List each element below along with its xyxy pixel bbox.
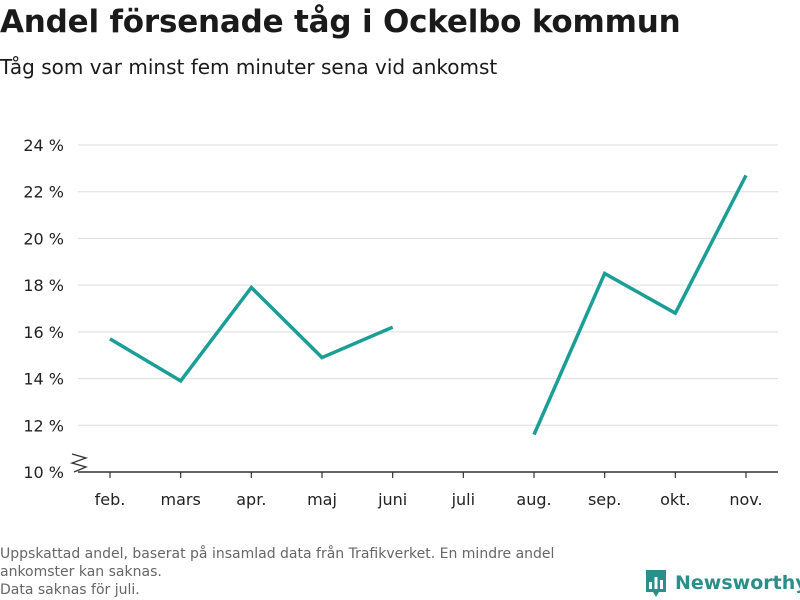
y-tick-label: 12 % [23, 416, 64, 435]
x-axis-ticks: feb. mars apr. maj juni juli aug. sep. okt. nov. [95, 472, 763, 509]
axis-break-icon [69, 453, 89, 473]
x-tick-label: sep. [588, 490, 621, 509]
x-tick-label: nov. [729, 490, 762, 509]
axis-break-mark [69, 453, 89, 473]
x-tick-label: apr. [236, 490, 266, 509]
x-tick-label: maj [307, 490, 337, 509]
chart-footnote: Uppskattad andel, baserat på insamlad da… [0, 545, 630, 599]
line-chart: 10 % 12 % 14 % 16 % 18 % 20 % 22 % 24 % feb. mar… [23, 136, 778, 509]
x-tick-label: mars [161, 490, 201, 509]
y-tick-label: 24 % [23, 136, 64, 155]
brand-logo[interactable]: Newsworthy [644, 568, 800, 598]
x-tick-label: juli [451, 490, 475, 509]
series-line [532, 174, 748, 436]
footnote-line-1: Uppskattad andel, baserat på insamlad da… [0, 546, 555, 580]
brand-name: Newsworthy [675, 572, 800, 594]
newsworthy-logo-icon [646, 570, 666, 597]
y-tick-label: 20 % [23, 229, 64, 248]
x-tick-label: aug. [516, 490, 551, 509]
series-lines [109, 174, 748, 436]
y-tick-label: 16 % [23, 323, 64, 342]
y-axis-ticks: 10 % 12 % 14 % 16 % 18 % 20 % 22 % 24 % [23, 136, 64, 482]
y-tick-label: 18 % [23, 276, 64, 295]
y-tick-label: 22 % [23, 183, 64, 202]
series-line [109, 284, 394, 384]
chart-title: Andel försenade tåg i Ockelbo kommun [0, 4, 681, 40]
x-tick-label: juni [377, 490, 407, 509]
footnote-line-2: Data saknas för juli. [0, 582, 140, 598]
x-tick-label: feb. [95, 490, 126, 509]
y-tick-label: 10 % [23, 463, 64, 482]
grid-lines [78, 144, 778, 426]
x-tick-label: okt. [660, 490, 690, 509]
y-tick-label: 14 % [23, 370, 64, 389]
chart-subtitle: Tåg som var minst fem minuter sena vid a… [0, 55, 498, 79]
